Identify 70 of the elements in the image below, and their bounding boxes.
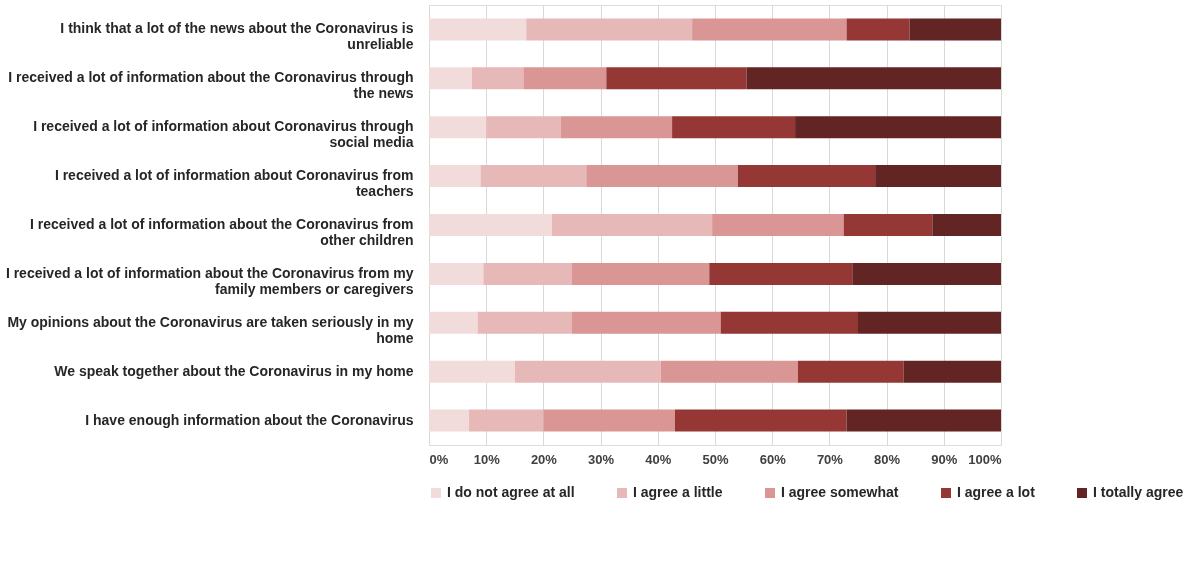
- bar: [746, 67, 1001, 90]
- y-tick-label: I think that a lot of the news about the Coronavirus is unreliable: [60, 20, 414, 53]
- bar: [429, 214, 552, 236]
- bar: [429, 18, 527, 41]
- y-tick-label: I received a lot of information about the Coronavirus from my family members or caregivers: [5, 264, 414, 297]
- x-tick-label: 30%: [588, 451, 615, 467]
- bar: [846, 18, 910, 41]
- bar: [720, 311, 858, 334]
- bar: [429, 311, 478, 334]
- bar: [712, 214, 844, 236]
- bar: [469, 409, 544, 432]
- bar: [606, 67, 747, 90]
- bar: [692, 18, 847, 41]
- y-tick-label: I received a lot of information about the Coronavirus through the news: [8, 69, 414, 102]
- bar: [846, 409, 1001, 432]
- x-tick-label: 60%: [759, 451, 787, 467]
- bar: [737, 165, 876, 188]
- x-tick-label: 0%: [429, 451, 449, 467]
- bar: [483, 262, 572, 285]
- legend-label: I agree a lot: [957, 484, 1036, 500]
- y-tick-label: I received a lot of information about Coronavirus from teachers: [54, 167, 414, 200]
- bar: [480, 165, 587, 188]
- y-tick-label: I have enough information about the Coronavirus: [85, 411, 414, 428]
- bar: [429, 67, 472, 90]
- bar: [852, 262, 1001, 285]
- bar: [526, 18, 693, 41]
- y-tick-label: I received a lot of information about Coronavirus through social media: [33, 118, 414, 151]
- bar: [429, 409, 470, 432]
- bar: [551, 214, 713, 236]
- legend-label: I agree somewhat: [781, 484, 899, 500]
- bar: [797, 360, 904, 383]
- bar: [429, 116, 487, 139]
- bar: [795, 116, 1001, 139]
- bar: [709, 262, 853, 285]
- x-tick-label: 100%: [968, 451, 1002, 467]
- bar: [486, 116, 561, 139]
- bar: [903, 360, 1001, 383]
- bar: [543, 409, 675, 432]
- bar: [909, 18, 1001, 41]
- legend-label: I totally agree: [1093, 484, 1184, 500]
- x-tick-label: 80%: [874, 451, 901, 467]
- bar: [660, 360, 798, 383]
- x-tick-label: 90%: [931, 451, 958, 467]
- bar: [429, 262, 484, 285]
- y-tick-label: My opinions about the Coronavirus are taken seriously in my home: [7, 313, 414, 346]
- y-tick-label: We speak together about the Coronavirus in my home: [54, 362, 414, 379]
- x-tick-label: 50%: [702, 451, 729, 467]
- legend-label: I agree a little: [633, 484, 723, 500]
- bar: [672, 116, 796, 139]
- bar: [471, 67, 524, 90]
- bar: [674, 409, 847, 432]
- bar: [477, 311, 572, 334]
- x-tick-label: 40%: [645, 451, 672, 467]
- bar: [429, 360, 515, 383]
- bar: [932, 214, 1001, 236]
- bar: [875, 165, 1001, 188]
- bar: [429, 165, 481, 188]
- y-tick-label: I received a lot of information about the Coronavirus from other children: [30, 216, 414, 248]
- bar: [572, 311, 721, 334]
- bar: [858, 311, 1001, 334]
- bar: [572, 262, 710, 285]
- bar: [586, 165, 738, 188]
- bar: [560, 116, 673, 139]
- x-tick-label: 70%: [816, 451, 844, 467]
- bar: [843, 214, 933, 236]
- x-tick-label: 10%: [473, 451, 501, 467]
- legend-label: I do not agree at all: [447, 484, 575, 500]
- bar: [514, 360, 661, 383]
- x-tick-label: 20%: [530, 451, 558, 467]
- bar: [523, 67, 607, 90]
